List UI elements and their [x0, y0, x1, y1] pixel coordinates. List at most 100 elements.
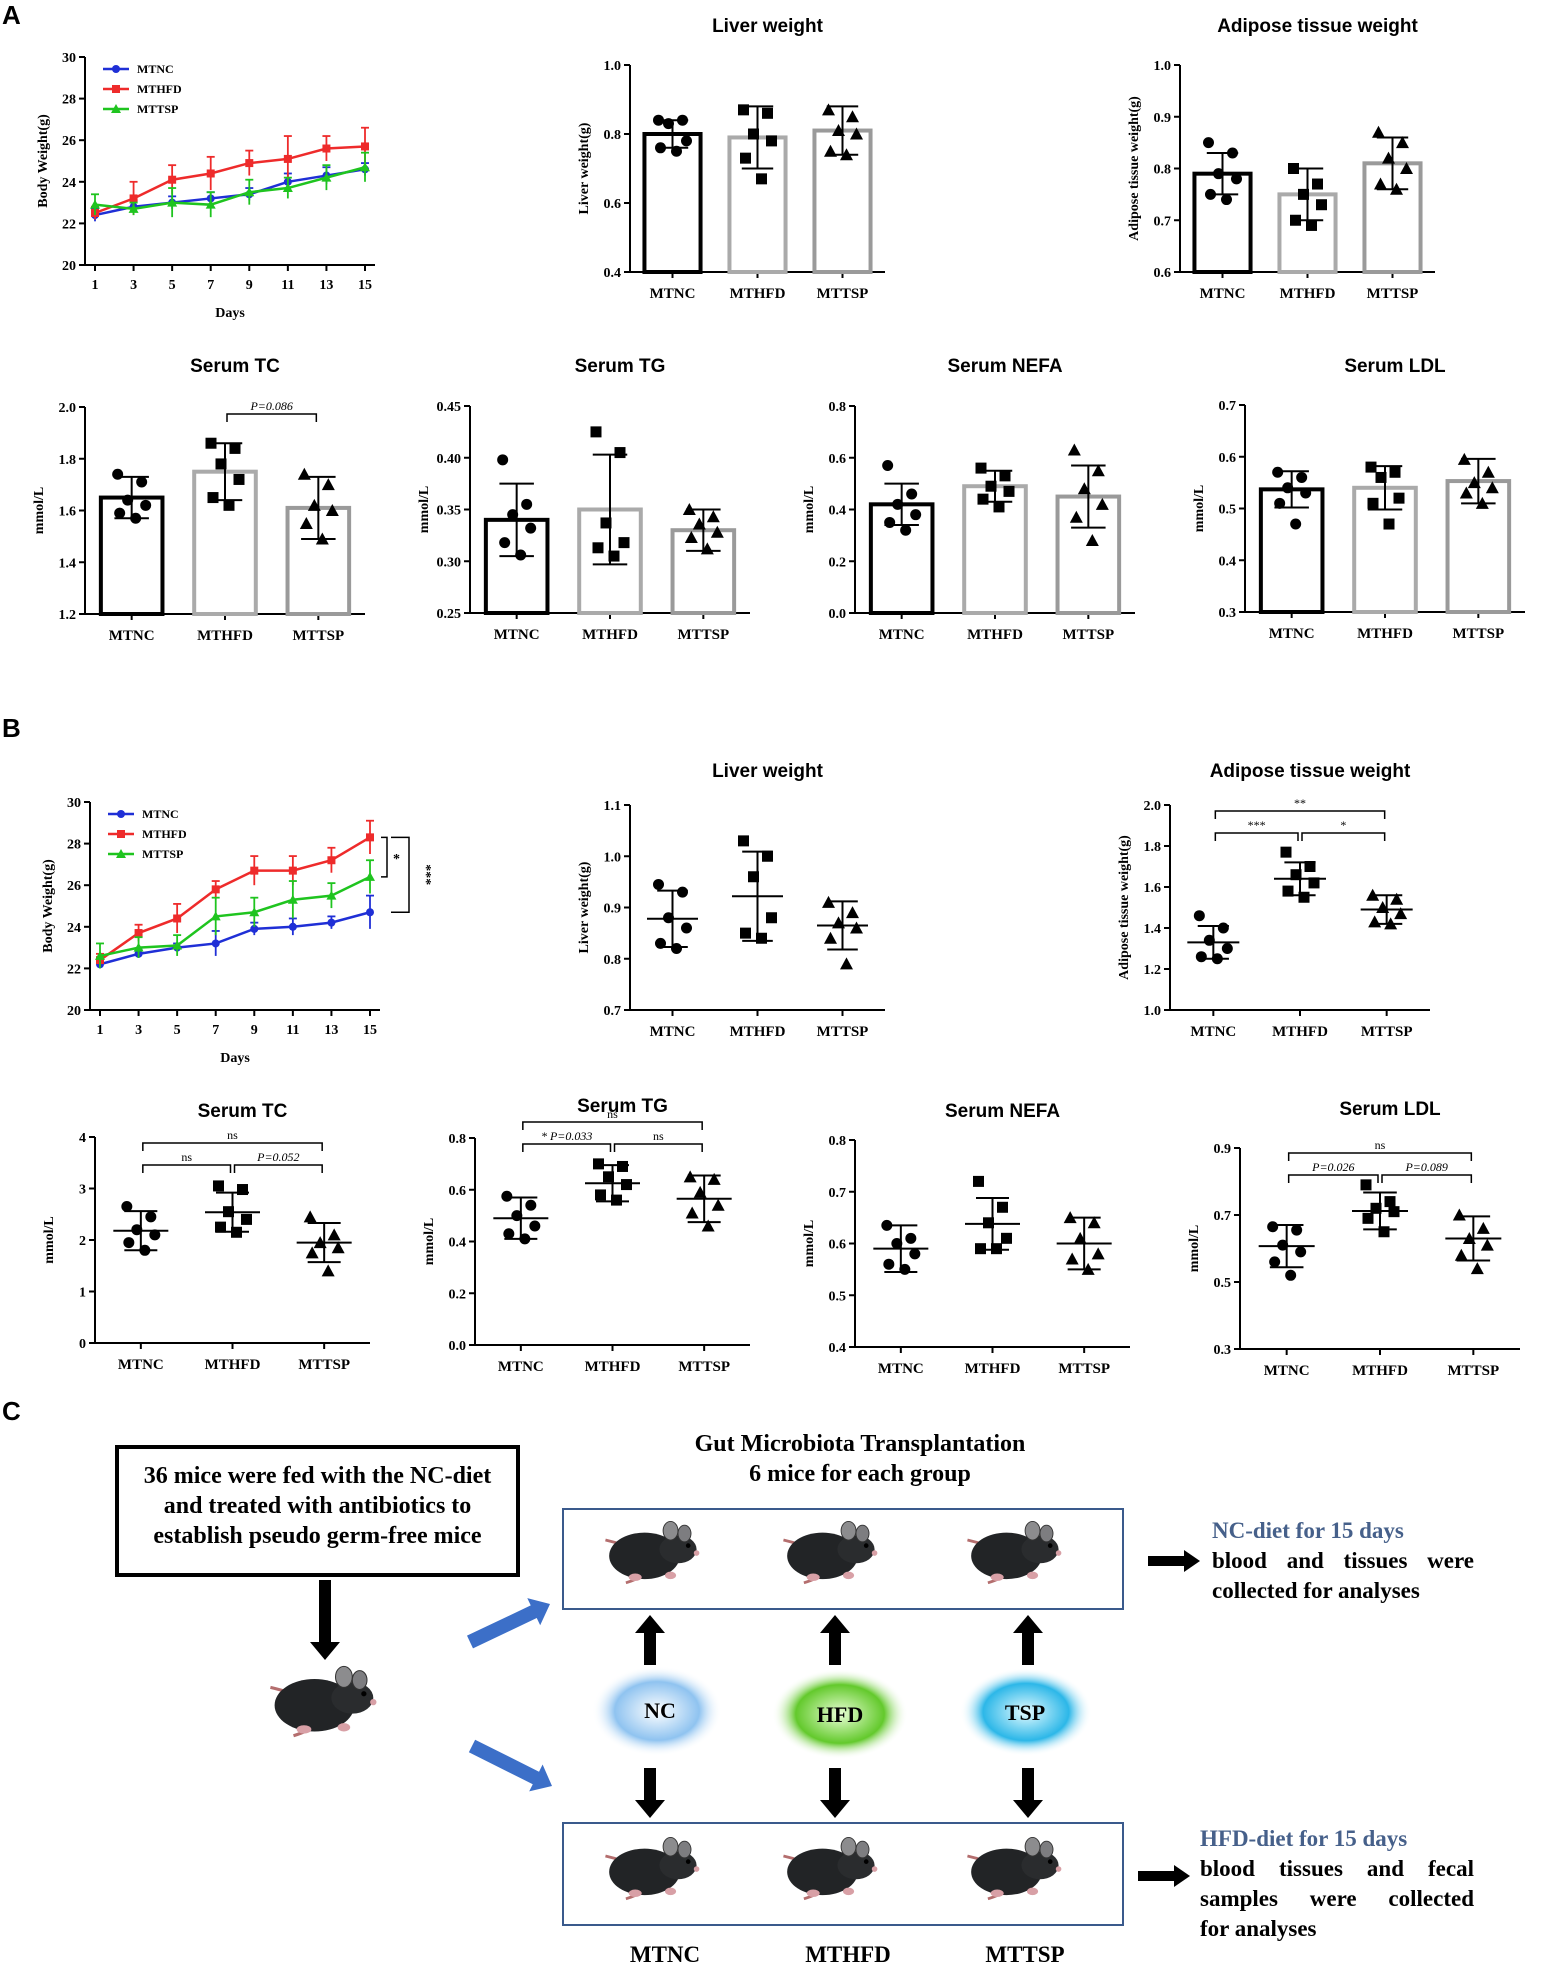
data-point-mttsp: [327, 1228, 341, 1241]
significance-bracket: [226, 413, 318, 422]
data-point-mtnc: [1221, 943, 1233, 954]
data-point-mttsp: [700, 542, 714, 555]
arrow-right-bottom: [1138, 1865, 1190, 1887]
chart-title: Serum TG: [575, 356, 666, 377]
chart-title: Adipose tissue weight: [1217, 16, 1418, 37]
category-label-mtnc: MTNC: [1200, 286, 1246, 302]
legend-marker-mtnc: [112, 65, 120, 73]
significance-bracket: [1381, 1174, 1473, 1183]
mouse-foot: [990, 1573, 1004, 1581]
category-label-mtnc: MTNC: [498, 1359, 544, 1375]
data-point-mttsp: [1462, 1231, 1476, 1244]
category-label-mthfd: MTHFD: [197, 628, 253, 644]
data-point-mthfd: [621, 1179, 632, 1191]
category-label-mttsp: MTTSP: [298, 1357, 350, 1373]
data-point-mthfd: [168, 175, 177, 184]
y-tick-label: 0.4: [829, 1341, 847, 1356]
data-point-mthfd: [173, 914, 182, 923]
data-point-mtnc: [653, 114, 664, 126]
data-point-mtnc: [497, 454, 509, 466]
data-point-mthfd: [977, 493, 989, 505]
x-axis-label: Days: [215, 306, 245, 321]
x-tick-label: 9: [251, 1023, 258, 1038]
data-point-mthfd: [327, 856, 336, 865]
mouse-pseudo-germ-free: [270, 1665, 377, 1738]
data-point-mttsp: [832, 124, 845, 137]
data-point-mthfd: [250, 866, 259, 875]
data-point-mttsp: [1481, 465, 1495, 478]
category-label-mttsp: MTTSP: [292, 628, 344, 644]
data-point-mttsp: [307, 498, 321, 511]
data-point-mtnc: [1195, 951, 1207, 963]
y-tick-label: 1.8: [1144, 840, 1162, 855]
data-point-mthfd: [1298, 891, 1310, 903]
data-point-mthfd: [617, 1160, 628, 1172]
y-tick-label: 0.8: [829, 1134, 847, 1149]
mouse-ear: [351, 1670, 368, 1691]
data-point-mthfd: [748, 128, 759, 140]
data-point-mtnc: [1221, 194, 1232, 206]
y-tick-label: 0.6: [449, 1184, 467, 1199]
data-point-mttsp: [685, 1206, 699, 1219]
significance-label: ns: [653, 1129, 664, 1143]
y-axis-label: mmol/L: [32, 487, 47, 534]
mouse-nose: [693, 1866, 700, 1872]
category-label-mthfd: MTHFD: [582, 627, 638, 643]
data-point-mtnc: [882, 460, 894, 472]
y-tick-label: 0.35: [437, 504, 462, 519]
y-tick-label: 22: [62, 217, 76, 232]
data-point-mthfd: [740, 927, 751, 939]
data-point-mttsp: [1400, 162, 1413, 174]
data-point-mtnc: [1300, 487, 1312, 499]
mouse-eye: [685, 1543, 691, 1548]
y-tick-label: 2.0: [1144, 799, 1162, 814]
data-point-mttsp: [249, 907, 260, 917]
x-tick-label: 5: [169, 278, 176, 293]
top-note-line-1: blood and tissues were: [1212, 1548, 1474, 1573]
data-point-mttsp: [684, 530, 698, 543]
y-tick-label: 0.3: [1219, 606, 1237, 621]
category-label-mtnc: MTNC: [1264, 1363, 1310, 1379]
data-point-mthfd: [361, 142, 369, 151]
data-point-mtnc: [112, 468, 124, 480]
data-point-mtnc: [211, 939, 220, 948]
data-point-mttsp: [365, 871, 375, 881]
arrow-down-3: [1013, 1768, 1043, 1818]
transplant-subtitle: 6 mice for each group: [749, 1461, 971, 1487]
mouse-eye: [863, 1859, 869, 1864]
category-label-mtnc: MTNC: [879, 627, 925, 643]
serum-tc-scatter-chart-b: 0 1 2 3 4 mmol/L Serum TC MTNC MTHFD MTTSP ns P=0.0…: [42, 1101, 370, 1373]
y-tick-label: 0.30: [437, 555, 462, 570]
chart-title: Serum LDL: [1344, 356, 1446, 377]
panel-letter-a: A: [2, 0, 21, 30]
data-point-mthfd: [590, 426, 602, 438]
data-point-mthfd: [738, 835, 749, 847]
data-point-mtnc: [1274, 497, 1286, 509]
y-tick-label: 2.0: [59, 401, 77, 416]
data-point-mtnc: [327, 918, 336, 927]
mouse-foot: [664, 1887, 677, 1896]
data-point-mthfd: [1288, 163, 1299, 174]
y-tick-label: 20: [67, 1004, 81, 1019]
data-point-mthfd: [1370, 1202, 1382, 1214]
data-point-mttsp: [205, 199, 216, 209]
significance-label: ns: [181, 1150, 192, 1164]
y-tick-label: 4: [79, 1131, 86, 1146]
x-tick-label: 1: [92, 278, 99, 293]
data-point-mttsp: [1085, 534, 1099, 547]
y-tick-label: 0.0: [449, 1339, 467, 1354]
serum-ldl-bar-chart-a: 0.3 0.4 0.5 0.6 0.7 mmol/L Serum LDL MTNC MTHFD M…: [1192, 356, 1525, 642]
data-point-mttsp: [299, 516, 313, 529]
mouse-foot: [628, 1889, 642, 1897]
mouse-ear: [677, 1524, 692, 1543]
mouse-ear: [1039, 1524, 1054, 1543]
y-tick-label: 1.8: [59, 453, 77, 468]
data-point-mttsp: [1372, 125, 1385, 138]
data-point-mtnc: [677, 886, 688, 898]
data-point-mthfd: [600, 517, 612, 529]
series-line-mtnc: [94, 168, 366, 217]
data-point-mthfd: [245, 159, 254, 168]
y-tick-label: 0.9: [604, 902, 622, 917]
y-tick-label: 0.7: [604, 1004, 622, 1019]
significance-bracket: [1301, 832, 1386, 841]
